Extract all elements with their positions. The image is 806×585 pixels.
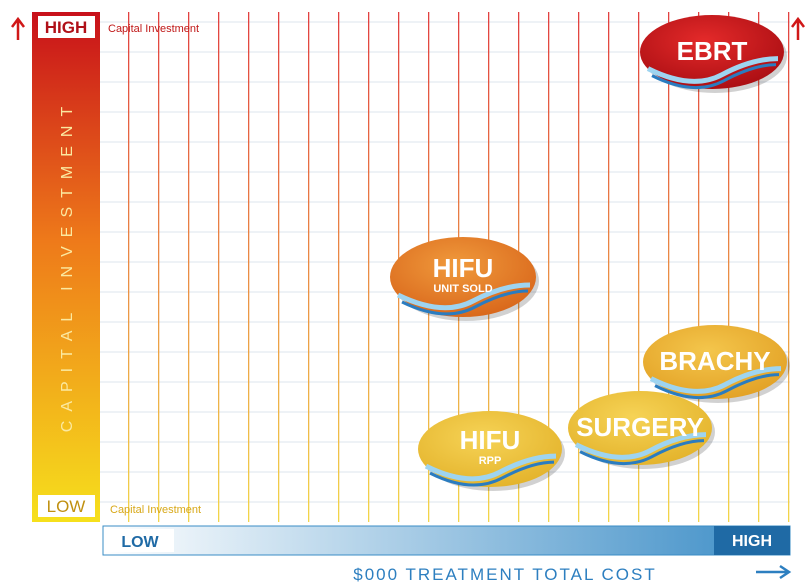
node: SURGERY: [568, 391, 715, 469]
high-box: [38, 16, 95, 38]
node-wave: [654, 373, 780, 400]
node-label: HIFU: [460, 425, 521, 455]
y-high-note: Capital Investment: [108, 23, 199, 35]
node-wave: [396, 282, 531, 311]
v-grid-line: [548, 12, 550, 522]
node-sublabel: UNIT SOLD: [433, 283, 492, 295]
v-grid-line: [248, 12, 250, 522]
up-arrow: [11, 16, 25, 40]
node-wave: [401, 289, 529, 316]
x-low-box: [106, 529, 174, 552]
low-box: [38, 495, 95, 517]
node-label: BRACHY: [659, 346, 770, 376]
node-sublabel: RPP: [479, 455, 502, 467]
x-axis-bar: [102, 525, 791, 556]
y-axis-bar: [32, 12, 100, 522]
v-grid-line: [608, 12, 610, 522]
v-grid-line: [128, 12, 130, 522]
v-grid-line: [158, 12, 160, 522]
node-wave: [429, 460, 555, 487]
y-high: HIGH: [45, 18, 88, 37]
x-low: LOW: [121, 534, 159, 551]
v-grid-line: [638, 12, 640, 522]
node: BRACHY: [643, 325, 790, 403]
node-label: SURGERY: [576, 412, 704, 442]
v-grid-line: [668, 12, 670, 522]
node-wave: [646, 56, 779, 84]
y-low-note: Capital Investment: [110, 504, 201, 516]
v-grid-line: [788, 12, 790, 522]
node: EBRT: [640, 15, 787, 93]
right-arrow: [756, 564, 792, 580]
v-grid-line: [758, 12, 760, 522]
v-grid-line: [368, 12, 370, 522]
node-wave: [574, 432, 707, 460]
node-label: HIFU: [433, 253, 494, 283]
node-wave: [424, 453, 557, 482]
v-grid-line: [308, 12, 310, 522]
v-grid-line: [338, 12, 340, 522]
v-grid-line: [188, 12, 190, 522]
v-grid-line: [728, 12, 730, 522]
node-wave: [649, 366, 782, 394]
v-grid-line: [578, 12, 580, 522]
node-wave: [651, 63, 777, 90]
node-label: EBRT: [677, 36, 748, 66]
x-high-box: [714, 526, 790, 555]
y-axis-title: CAPITAL INVESTMENT: [59, 98, 76, 432]
v-grid-line: [218, 12, 220, 522]
up-arrow-right: [791, 16, 805, 40]
x-high: HIGH: [732, 533, 772, 550]
v-grid-line: [698, 12, 700, 522]
v-grid-line: [278, 12, 280, 522]
node-wave: [579, 439, 705, 466]
y-low: LOW: [47, 497, 86, 516]
x-axis-title: $000 TREATMENT TOTAL COST: [353, 565, 657, 584]
